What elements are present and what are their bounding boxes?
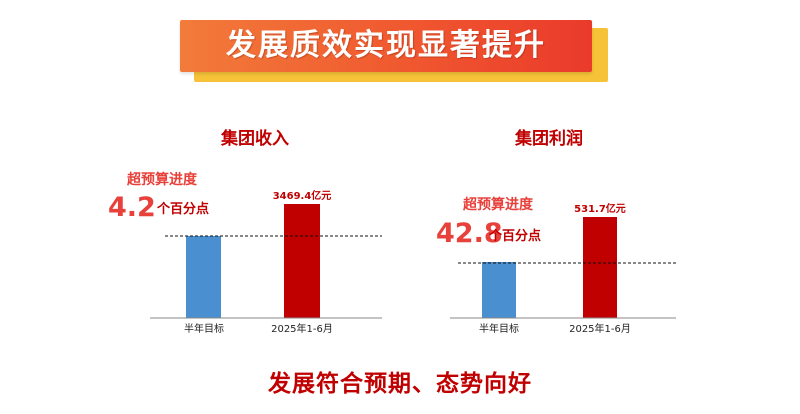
banner-title: 发展质效实现显著提升 <box>226 28 546 63</box>
annotation-label: 超预算进度 <box>126 171 198 188</box>
actual-bar <box>284 204 320 318</box>
footer-conclusion: 发展符合预期、态势向好 <box>268 371 532 397</box>
category-label: 2025年1-6月 <box>569 322 631 335</box>
actual-bar <box>583 217 617 318</box>
annotation-unit: 个百分点 <box>488 228 541 244</box>
annotation-value: 4.2 <box>108 192 156 223</box>
banner-background <box>180 20 592 72</box>
bar-value-label: 531.7亿元 <box>574 202 626 215</box>
annotation-value: 42.8 <box>436 218 503 249</box>
title-banner: 发展质效实现显著提升 <box>180 20 608 82</box>
target-bar <box>186 236 221 318</box>
category-label: 半年目标 <box>184 322 224 335</box>
category-label: 2025年1-6月 <box>271 322 333 335</box>
target-bar <box>482 262 516 318</box>
category-label: 半年目标 <box>479 322 519 335</box>
annotation-unit: 个百分点 <box>156 201 209 217</box>
annotation-label: 超预算进度 <box>462 196 534 213</box>
chart-title: 集团利润 <box>514 128 583 149</box>
chart-title: 集团收入 <box>220 128 289 149</box>
bar-value-label: 3469.4亿元 <box>273 189 332 202</box>
